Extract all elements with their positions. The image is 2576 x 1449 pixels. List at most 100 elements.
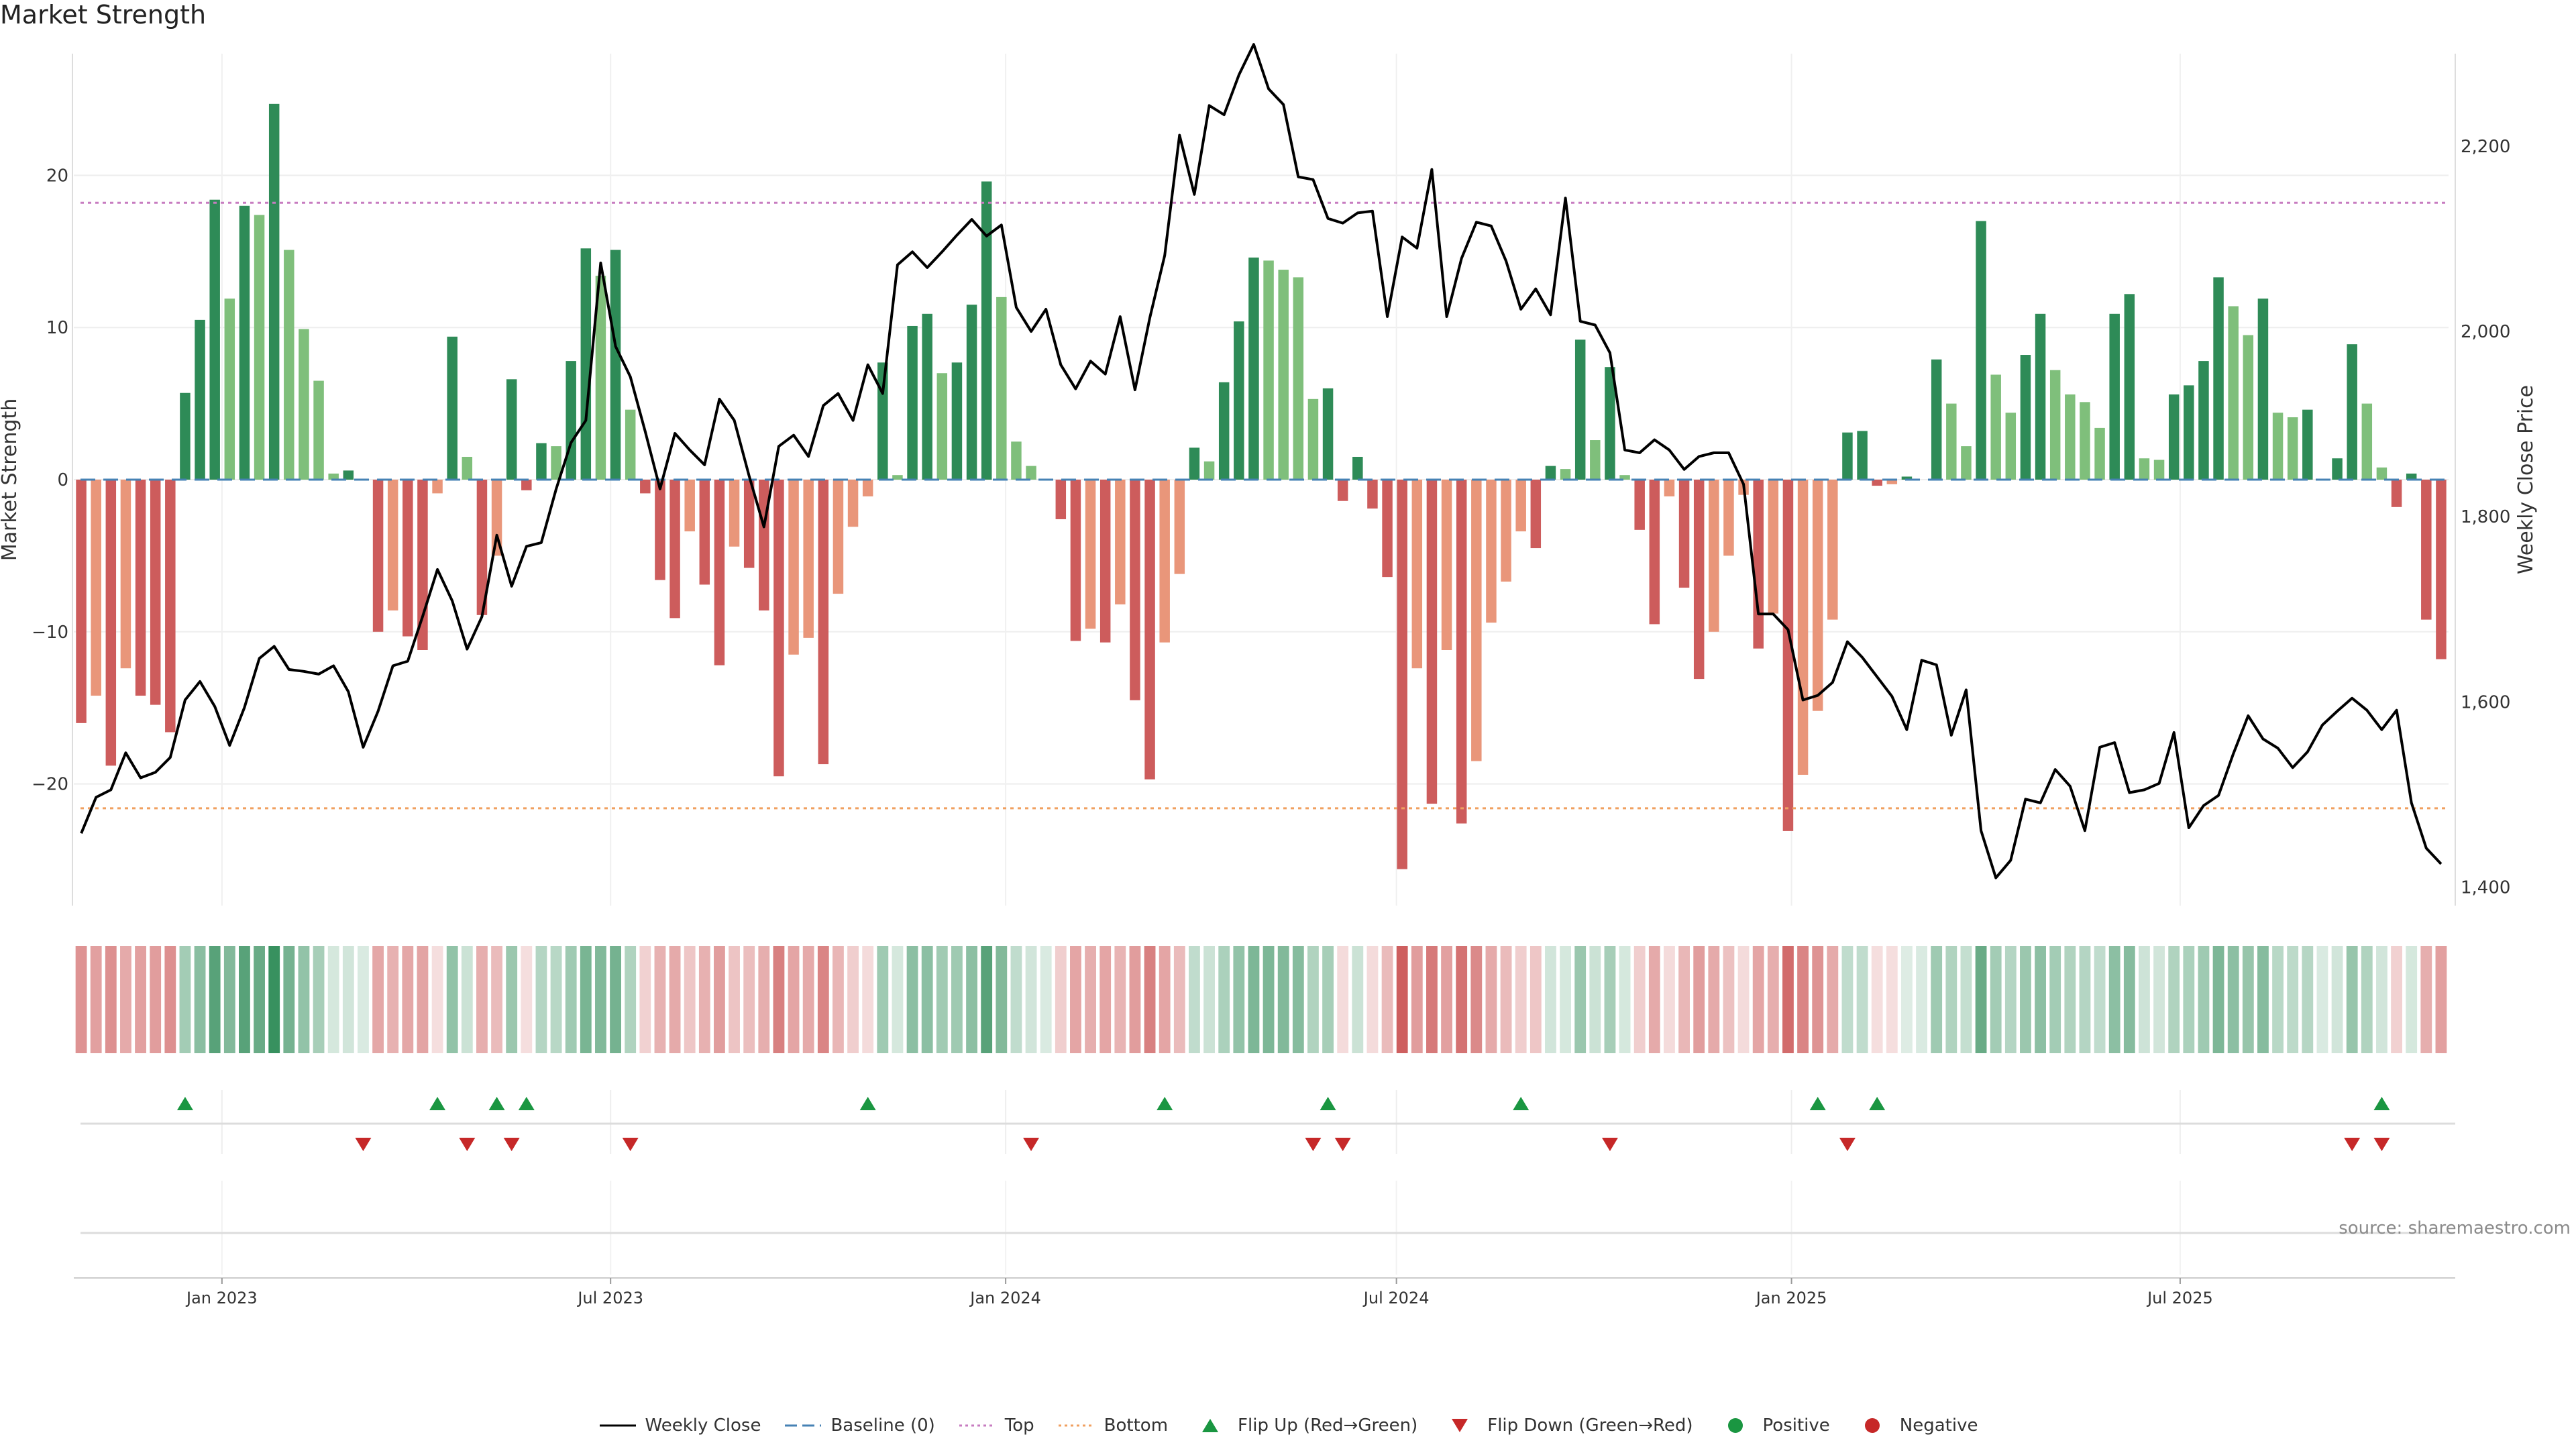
strength-bar bbox=[1931, 359, 1942, 480]
heat-cell bbox=[268, 946, 280, 1053]
strength-bar bbox=[1664, 480, 1675, 496]
strength-bar bbox=[536, 443, 547, 480]
heat-cell bbox=[135, 946, 146, 1053]
strength-bar bbox=[2065, 394, 2076, 480]
strength-bar bbox=[1130, 480, 1140, 700]
heat-cell bbox=[1604, 946, 1616, 1053]
heat-cell bbox=[2302, 946, 2314, 1053]
strength-bar bbox=[2243, 335, 2254, 480]
strength-bar bbox=[1678, 480, 1690, 588]
strength-bar bbox=[729, 480, 740, 547]
strength-bar bbox=[180, 392, 191, 480]
heat-cell bbox=[283, 946, 295, 1053]
strength-bar bbox=[1263, 260, 1274, 480]
heat-cell bbox=[743, 946, 755, 1053]
flip-down-marker bbox=[355, 1138, 372, 1151]
heat-cell bbox=[209, 946, 221, 1053]
heat-cell bbox=[1693, 946, 1705, 1053]
strength-bar bbox=[1070, 480, 1081, 641]
flip-up-marker bbox=[1809, 1097, 1826, 1110]
legend-label: Bottom bbox=[1104, 1415, 1169, 1436]
y2-tick-label: 2,200 bbox=[2461, 137, 2510, 157]
heat-cell bbox=[2272, 946, 2284, 1053]
heat-cell bbox=[1812, 946, 1824, 1053]
y-tick-label: −10 bbox=[32, 623, 68, 643]
strength-bar bbox=[254, 215, 265, 480]
reference-lines bbox=[80, 201, 2449, 810]
heat-cell bbox=[1248, 946, 1260, 1053]
heat-cell bbox=[862, 946, 874, 1053]
heat-cell bbox=[2108, 946, 2121, 1053]
strength-bar bbox=[1634, 480, 1645, 530]
strength-bar bbox=[566, 361, 576, 480]
strength-bar bbox=[1886, 480, 1898, 484]
heat-cell bbox=[387, 946, 399, 1053]
strength-bar bbox=[402, 480, 413, 637]
heat-cell bbox=[906, 946, 918, 1053]
strength-bar bbox=[1693, 480, 1705, 680]
strength-bar bbox=[1337, 480, 1348, 501]
heat-cell bbox=[1381, 946, 1393, 1053]
strength-bar bbox=[328, 473, 339, 480]
flip-up-marker bbox=[1869, 1097, 1886, 1110]
heat-cell bbox=[1411, 946, 1423, 1053]
strength-bar bbox=[2124, 294, 2135, 480]
strength-bar bbox=[462, 456, 473, 480]
heat-cell bbox=[1529, 946, 1542, 1053]
strength-bar bbox=[847, 480, 859, 527]
heat-cell bbox=[1485, 946, 1497, 1053]
heat-cell bbox=[2420, 946, 2432, 1053]
strength-bar bbox=[2302, 409, 2313, 480]
strength-bar bbox=[313, 380, 324, 480]
heat-cell bbox=[75, 946, 87, 1053]
heat-cell bbox=[847, 946, 859, 1053]
strength-bar bbox=[1782, 480, 1794, 831]
heat-cell bbox=[758, 946, 770, 1053]
strength-bar bbox=[1397, 480, 1407, 869]
strength-bar bbox=[773, 480, 784, 777]
y-tick-label: 0 bbox=[57, 470, 68, 490]
heat-cell bbox=[179, 946, 191, 1053]
strength-bar bbox=[966, 305, 977, 480]
triangle-up-icon bbox=[1202, 1419, 1219, 1432]
strength-bar bbox=[1115, 480, 1126, 604]
heat-cell bbox=[342, 946, 354, 1053]
flip-up-marker bbox=[1157, 1097, 1173, 1110]
heat-cell bbox=[1352, 946, 1364, 1053]
flip-down-marker bbox=[503, 1138, 520, 1151]
heat-cell bbox=[625, 946, 637, 1053]
legend-label: Weekly Close bbox=[645, 1415, 761, 1436]
strength-bar bbox=[150, 480, 161, 705]
flip-down-marker bbox=[459, 1138, 476, 1151]
strength-bar bbox=[1203, 461, 1215, 480]
heat-cell bbox=[358, 946, 369, 1053]
heat-cell bbox=[1218, 946, 1230, 1053]
heat-cell bbox=[2316, 946, 2328, 1053]
flip-down-marker bbox=[1305, 1138, 1322, 1151]
strength-bar bbox=[209, 199, 220, 480]
strength-bar bbox=[1234, 321, 1244, 480]
heat-cell bbox=[951, 946, 963, 1053]
strength-bar bbox=[1174, 480, 1185, 574]
heat-cell bbox=[1945, 946, 1957, 1053]
strength-bar bbox=[1486, 480, 1497, 623]
heat-cell bbox=[936, 946, 948, 1053]
heat-cell bbox=[1040, 946, 1052, 1053]
strength-bar bbox=[1367, 480, 1378, 509]
x-tick-label: Jul 2023 bbox=[576, 1289, 643, 1307]
heat-cell bbox=[1189, 946, 1200, 1053]
strength-bar bbox=[981, 181, 992, 480]
heat-cell bbox=[2123, 946, 2135, 1053]
flip-down-marker bbox=[2373, 1138, 2390, 1151]
y2-axis-title: Weekly Close Price bbox=[2514, 385, 2538, 574]
strength-bar bbox=[655, 480, 665, 580]
heat-cell bbox=[1441, 946, 1452, 1053]
legend-label: Top bbox=[1004, 1415, 1034, 1436]
heat-cell bbox=[1322, 946, 1334, 1053]
strength-bar bbox=[1723, 480, 1734, 556]
strength-bar bbox=[1307, 398, 1319, 480]
strength-bar bbox=[922, 313, 932, 480]
heat-cell bbox=[802, 946, 814, 1053]
flip-up-marker bbox=[1513, 1097, 1529, 1110]
strength-bar bbox=[877, 362, 888, 480]
